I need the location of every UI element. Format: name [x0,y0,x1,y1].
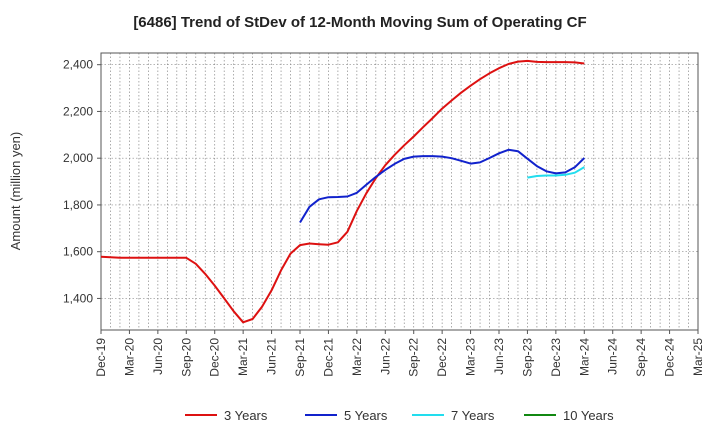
series-line-7-years [527,166,585,179]
chart-title: [6486] Trend of StDev of 12-Month Moving… [133,14,587,31]
x-tick-label: Jun-24 [606,338,620,375]
x-tick-label: Dec-23 [549,338,563,377]
series-line-5-years [299,148,585,224]
x-tick-label: Sep-21 [293,338,307,377]
x-axis-ticks: Dec-19 Mar-20 Jun-20 Sep-20 Dec-20 Mar-21 Jun-… [94,330,705,377]
y-axis-ticks: 1,400 1,600 1,800 2,000 2,200 2,400 [63,58,101,305]
y-axis-title: Amount (million yen) [8,132,23,251]
x-tick-label: Jun-22 [378,338,392,375]
x-tick-label: Jun-21 [265,338,279,375]
y-tick-label: 2,200 [63,104,93,118]
legend-label: 5 Years [344,408,388,423]
x-tick-label: Mar-24 [577,338,591,376]
y-tick-label: 2,000 [63,151,93,165]
series-line-3-years [100,59,585,324]
y-tick-label: 2,400 [63,58,93,72]
y-tick-label: 1,400 [63,291,93,305]
legend-label: 10 Years [563,408,614,423]
x-tick-label: Dec-21 [321,338,335,377]
x-tick-label: Jun-23 [492,338,506,375]
x-tick-label: Mar-21 [236,338,250,376]
x-tick-label: Jun-20 [151,338,165,375]
x-tick-label: Sep-23 [520,338,534,377]
plot-frame [100,52,699,331]
x-tick-label: Mar-22 [350,338,364,376]
x-tick-label: Mar-23 [464,338,478,376]
x-tick-label: Dec-24 [663,338,677,377]
x-tick-label: Dec-22 [435,338,449,377]
y-tick-label: 1,800 [63,198,93,212]
x-tick-label: Mar-20 [122,338,136,376]
y-tick-label: 1,600 [63,245,93,259]
x-tick-label: Dec-19 [94,338,108,377]
x-tick-label: Sep-24 [634,338,648,377]
legend: 3 Years 5 Years 7 Years 10 Years [185,408,614,423]
legend-label: 3 Years [224,408,268,423]
series-lines [100,59,585,324]
x-tick-label: Mar-25 [691,338,705,376]
x-tick-label: Dec-20 [208,338,222,377]
gridlines [100,53,699,330]
x-tick-label: Sep-22 [407,338,421,377]
x-tick-label: Sep-20 [179,338,193,377]
legend-label: 7 Years [451,408,495,423]
